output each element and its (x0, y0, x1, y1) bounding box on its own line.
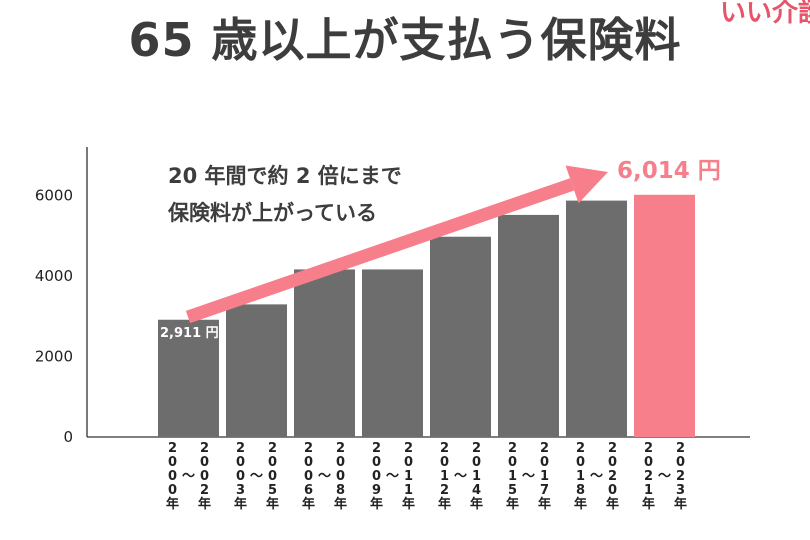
x-tick-label: 2 0 0 6 年 2 0 0 8 年〜 (302, 441, 347, 512)
x-tick-separator: 〜 (658, 469, 671, 484)
annotation-line-2: 保険料が上がっている (167, 201, 377, 225)
bar (566, 200, 627, 437)
x-tick-label: 2 0 1 5 年 2 0 1 7 年〜 (506, 441, 551, 512)
bar (294, 269, 355, 437)
trend-arrow (185, 165, 608, 324)
x-tick-label: 2 0 1 8 年 2 0 2 0 年〜 (574, 441, 619, 512)
bar (158, 319, 219, 437)
page-title: 65 歳以上が支払う保険料 (128, 13, 682, 67)
trend-arrow-head (565, 165, 608, 204)
y-tick-label: 6000 (35, 186, 73, 204)
x-tick-separator: 〜 (318, 469, 331, 484)
x-tick-label: 2 0 0 3 年 2 0 0 5 年〜 (234, 441, 279, 512)
bar (634, 194, 695, 437)
x-tick-label: 2 0 0 9 年 2 0 1 1 年〜 (370, 441, 415, 512)
x-tick-label: 2 0 2 1 年 2 0 2 3 年〜 (642, 441, 687, 512)
bar (498, 214, 559, 437)
y-tick-label: 4000 (35, 267, 73, 285)
x-tick-separator: 〜 (386, 469, 399, 484)
data-labels: 2,911 円 6,014 円 (160, 158, 721, 341)
y-tick-label: 2000 (35, 347, 73, 365)
bar (362, 269, 423, 437)
data-label-last: 6,014 円 (617, 158, 721, 184)
x-tick-separator: 〜 (182, 469, 195, 484)
annotation-line-1: 20 年間で約 2 倍にまで (168, 164, 402, 188)
bar (226, 304, 287, 437)
x-tick-separator: 〜 (454, 469, 467, 484)
x-tick-separator: 〜 (590, 469, 603, 484)
x-tick-separator: 〜 (522, 469, 535, 484)
bar (430, 236, 491, 437)
trend-arrow-shaft (185, 178, 575, 324)
bar-series (158, 194, 695, 437)
brand-logo: いい介護 (719, 0, 810, 28)
x-axis-labels: 2 0 0 0 年2 0 0 2 年〜2 0 0 3 年2 0 0 5 年〜2 0 0 6 年2 0 0 8 年〜2 0 0 9 年2 0… (166, 441, 687, 512)
x-tick-label: 2 0 1 2 年 2 0 1 4 年〜 (438, 441, 483, 512)
y-tick-label: 0 (63, 428, 73, 446)
x-tick-separator: 〜 (250, 469, 263, 484)
x-tick-label: 2 0 0 0 年 2 0 0 2 年〜 (166, 441, 211, 512)
data-label-first: 2,911 円 (160, 326, 219, 341)
